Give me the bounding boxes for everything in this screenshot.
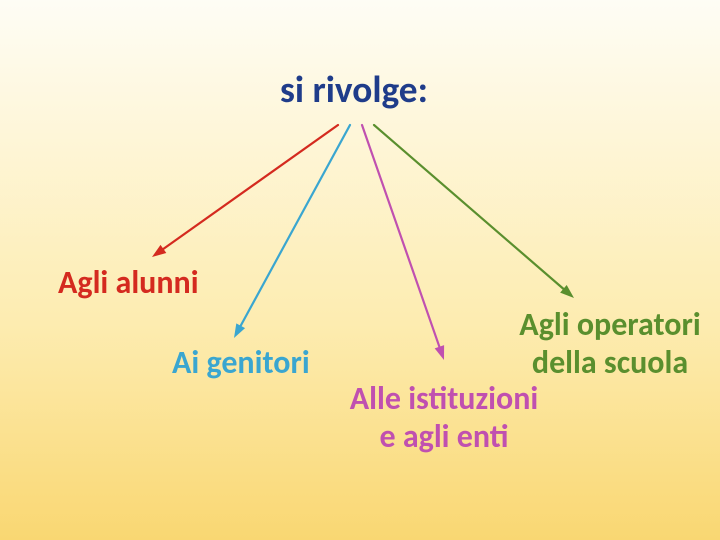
title-colon: :	[418, 67, 428, 113]
label-genitori: Ai genitori	[172, 344, 310, 382]
label-istituzioni: Alle istituzionie agli enti	[344, 380, 544, 457]
label-alunni: Agli alunni	[58, 264, 199, 302]
title: si rivolge:	[280, 68, 428, 113]
title-main: si rivolge	[280, 67, 418, 113]
label-operatori: Agli operatoridella scuola	[510, 306, 710, 383]
